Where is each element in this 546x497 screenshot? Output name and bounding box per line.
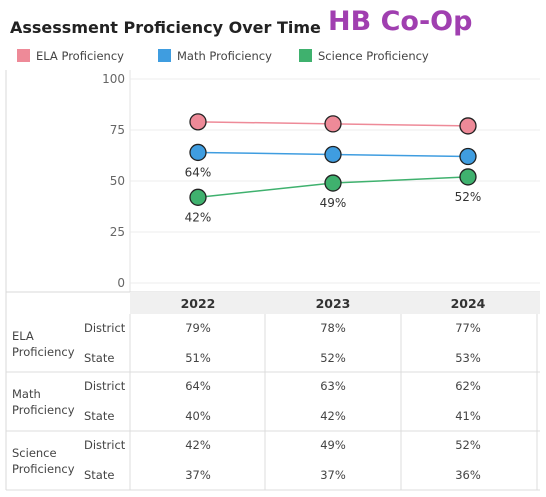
- row-subject-label: ELA Proficiency: [12, 328, 75, 360]
- year-header-2023: 2023: [316, 296, 351, 311]
- row-subject-word: ELA: [12, 329, 34, 343]
- row-subject-label: Math Proficiency: [12, 386, 75, 418]
- data-point-2-1: [324, 174, 342, 192]
- state-label: State: [84, 468, 115, 482]
- row-subject-word: Proficiency: [12, 345, 75, 359]
- row-subject-word: Proficiency: [12, 462, 75, 476]
- district-value: 49%: [320, 438, 346, 452]
- legend-swatch-science: [299, 49, 312, 62]
- data-label-2-1: 49%: [320, 196, 347, 210]
- state-value: 52%: [320, 351, 346, 365]
- legend-item-math[interactable]: Math Proficiency: [158, 49, 272, 63]
- data-point-1-1: [324, 145, 342, 164]
- district-value: 64%: [185, 379, 211, 393]
- district-value: 77%: [455, 321, 481, 335]
- data-point-2-2: [459, 168, 477, 186]
- y-tick-label-100: 100: [102, 72, 125, 86]
- data-point-2-0: [189, 188, 207, 206]
- row-subject-word: Proficiency: [12, 403, 75, 417]
- y-tick-label-0: 0: [117, 276, 125, 290]
- state-value: 37%: [320, 468, 346, 482]
- state-value: 41%: [455, 409, 481, 423]
- legend-swatch-math: [158, 49, 171, 62]
- data-point-0-1: [324, 115, 342, 133]
- data-label-1-0: 64%: [185, 165, 212, 179]
- state-value: 37%: [185, 468, 211, 482]
- data-point-0-0: [189, 113, 207, 131]
- district-value: 63%: [320, 379, 346, 393]
- data-point-1-0: [189, 143, 207, 162]
- data-label-2-2: 52%: [455, 190, 482, 204]
- district-label: District: [84, 438, 126, 452]
- brand-logo-text: HB Co-Op: [328, 6, 473, 37]
- district-value: 62%: [455, 379, 481, 393]
- year-header-2024: 2024: [451, 296, 486, 311]
- state-label: State: [84, 351, 115, 365]
- y-tick-label-25: 25: [110, 225, 125, 239]
- row-subject-word: Math: [12, 387, 41, 401]
- year-header-band: [130, 292, 540, 314]
- district-value: 79%: [185, 321, 211, 335]
- data-point-1-2: [459, 147, 477, 166]
- legend-item-science[interactable]: Science Proficiency: [299, 49, 429, 63]
- state-value: 42%: [320, 409, 346, 423]
- district-value: 42%: [185, 438, 211, 452]
- state-value: 40%: [185, 409, 211, 423]
- state-value: 51%: [185, 351, 211, 365]
- legend-label-ela: ELA Proficiency: [36, 49, 124, 63]
- y-tick-label-50: 50: [110, 174, 125, 188]
- y-tick-label-75: 75: [110, 123, 125, 137]
- row-subject-word: Science: [12, 446, 57, 460]
- legend-label-science: Science Proficiency: [318, 49, 429, 63]
- state-label: State: [84, 409, 115, 423]
- legend-item-ela[interactable]: ELA Proficiency: [17, 49, 124, 63]
- row-subject-label: Science Proficiency: [12, 445, 75, 477]
- data-point-0-2: [459, 117, 477, 135]
- data-label-2-0: 42%: [185, 210, 212, 224]
- district-label: District: [84, 379, 126, 393]
- district-label: District: [84, 321, 126, 335]
- legend-label-math: Math Proficiency: [177, 49, 272, 63]
- district-value: 52%: [455, 438, 481, 452]
- state-value: 36%: [455, 468, 481, 482]
- district-value: 78%: [320, 321, 346, 335]
- year-header-2022: 2022: [181, 296, 216, 311]
- state-value: 53%: [455, 351, 481, 365]
- chart-title: Assessment Proficiency Over Time: [10, 18, 321, 37]
- legend-swatch-ela: [17, 49, 30, 62]
